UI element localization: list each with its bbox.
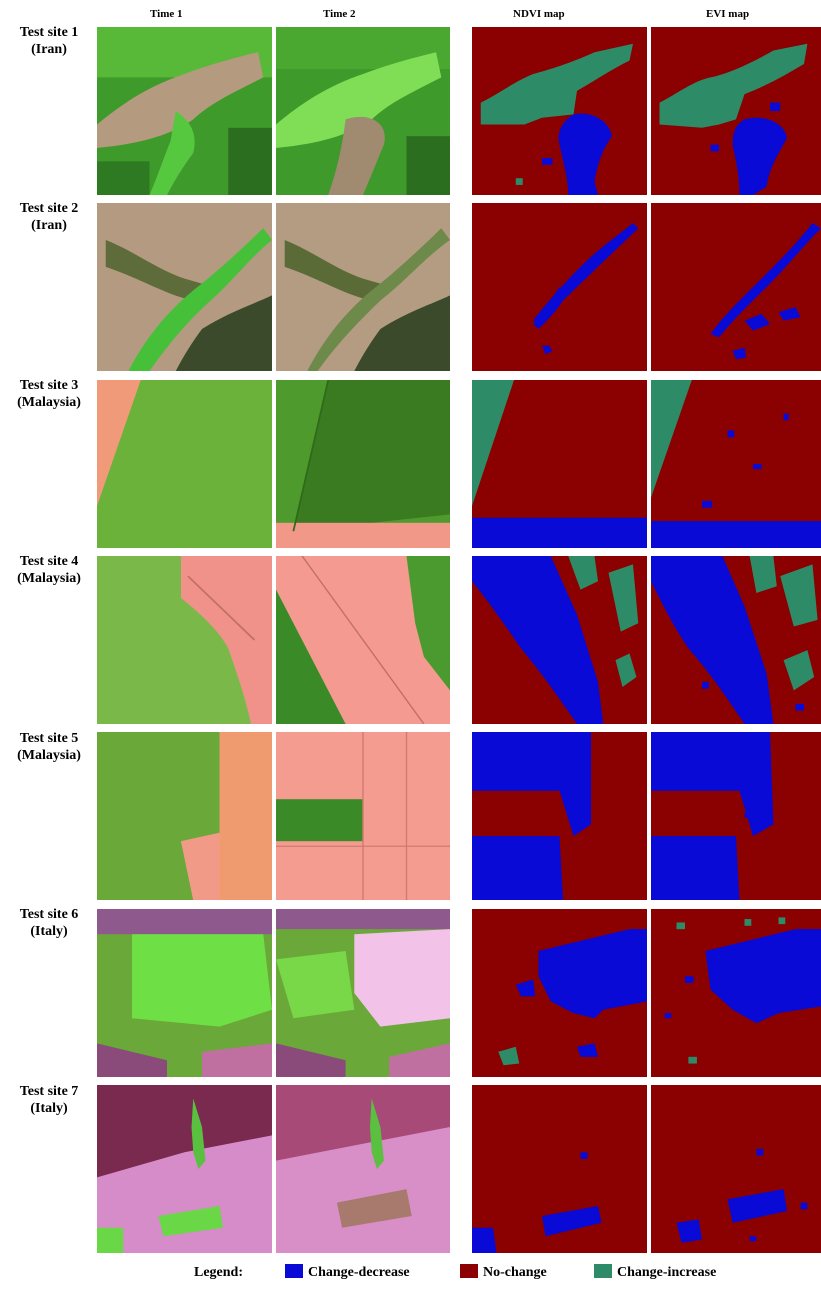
site-5-evi-map (651, 732, 821, 900)
site-country: (Malaysia) (17, 571, 81, 586)
site-7-ndvi-map (472, 1085, 647, 1253)
site-1-time2-image (276, 27, 450, 195)
site-1-ndvi-map (472, 27, 647, 195)
site-5-ndvi-map (472, 732, 647, 900)
site-4-time1-image (97, 556, 272, 724)
site-3-time2-image (276, 380, 450, 548)
site-country: (Italy) (30, 924, 68, 939)
site-7-time2-image (276, 1085, 450, 1253)
legend-label-nochange: No-change (483, 1265, 547, 1280)
site-country: (Italy) (30, 1101, 68, 1116)
site-5-time1-image (97, 732, 272, 900)
site-name: Test site 3 (19, 378, 79, 393)
row-label-site-5: Test site 5 (Malaysia) (6, 730, 92, 764)
site-6-time1-image (97, 909, 272, 1077)
column-header-ndvi: NDVI map (513, 8, 565, 20)
site-7-evi-map (651, 1085, 821, 1253)
legend-title: Legend: (194, 1265, 243, 1280)
site-4-ndvi-map (472, 556, 647, 724)
site-2-time1-image (97, 203, 272, 371)
column-header-evi: EVI map (706, 8, 750, 20)
row-label-site-2: Test site 2 (Iran) (6, 200, 92, 234)
site-6-evi-map (651, 909, 821, 1077)
site-4-evi-map (651, 556, 821, 724)
site-7-time1-image (97, 1085, 272, 1253)
site-country: (Iran) (31, 218, 67, 233)
legend-swatch-decrease (285, 1264, 303, 1278)
row-label-site-1: Test site 1 (Iran) (6, 24, 92, 58)
row-label-site-6: Test site 6 (Italy) (6, 906, 92, 940)
site-3-time1-image (97, 380, 272, 548)
site-1-time1-image (97, 27, 272, 195)
site-2-evi-map (651, 203, 821, 371)
site-name: Test site 2 (19, 201, 79, 216)
site-name: Test site 7 (19, 1084, 79, 1099)
legend-label-increase: Change-increase (617, 1265, 717, 1280)
site-name: Test site 5 (19, 731, 79, 746)
site-country: (Malaysia) (17, 395, 81, 410)
site-5-time2-image (276, 732, 450, 900)
row-label-site-3: Test site 3 (Malaysia) (6, 377, 92, 411)
column-header-time1: Time 1 (150, 8, 183, 20)
legend-swatch-increase (594, 1264, 612, 1278)
site-2-ndvi-map (472, 203, 647, 371)
row-label-site-7: Test site 7 (Italy) (6, 1083, 92, 1117)
legend-swatch-nochange (460, 1264, 478, 1278)
legend: Legend: Change-decrease No-change Change… (0, 1262, 821, 1288)
site-country: (Malaysia) (17, 748, 81, 763)
site-name: Test site 6 (19, 907, 79, 922)
site-4-time2-image (276, 556, 450, 724)
site-6-ndvi-map (472, 909, 647, 1077)
site-country: (Iran) (31, 42, 67, 57)
row-label-site-4: Test site 4 (Malaysia) (6, 553, 92, 587)
column-header-time2: Time 2 (323, 8, 356, 20)
legend-label-decrease: Change-decrease (308, 1265, 410, 1280)
site-name: Test site 4 (19, 554, 79, 569)
site-1-evi-map (651, 27, 821, 195)
site-2-time2-image (276, 203, 450, 371)
site-name: Test site 1 (19, 25, 79, 40)
site-3-ndvi-map (472, 380, 647, 548)
site-3-evi-map (651, 380, 821, 548)
site-6-time2-image (276, 909, 450, 1077)
